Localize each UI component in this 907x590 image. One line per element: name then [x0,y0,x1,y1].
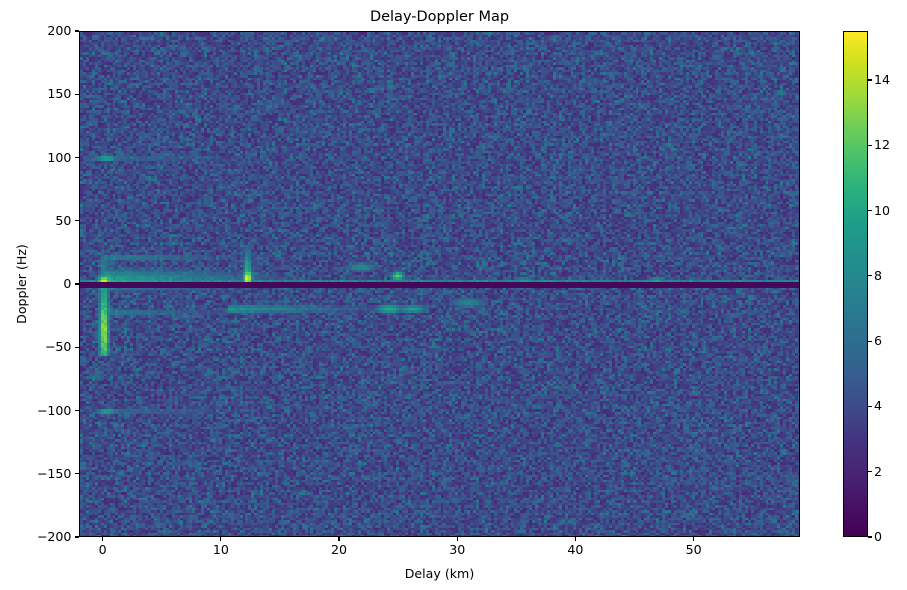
x-axis-label: Delay (km) [404,566,475,581]
colorbar-tick-mark [868,209,872,212]
y-tick-mark [75,156,79,159]
colorbar-tick-mark [868,79,872,81]
x-tick-mark [693,537,695,541]
x-tick-mark [220,537,222,541]
y-tick-mark [75,93,79,95]
colorbar-tick-mark [868,471,872,473]
colorbar-tick-label: 6 [874,333,883,349]
colorbar-tick-label: 2 [874,463,883,479]
x-tick-mark [456,537,458,541]
colorbar-tick-label: 12 [874,137,891,153]
colorbar-tick-mark [868,144,872,146]
x-tick-mark [574,537,576,541]
colorbar-tick-label: 10 [874,202,891,218]
y-tick-mark [75,283,79,285]
y-tick-mark [75,220,79,222]
x-tick-mark [338,537,340,541]
y-tick-mark [75,346,79,348]
colorbar-tick-label: 0 [874,529,883,544]
delay-doppler-heatmap-axes[interactable] [79,31,800,537]
colorbar-tick-mark [868,405,872,407]
y-tick-label: 50 [55,212,72,228]
colorbar-tick-mark [868,275,872,277]
colorbar-tick-mark [868,340,872,342]
page-title: Delay-Doppler Map [369,9,510,25]
x-tick-mark [102,537,104,541]
y-tick-label: −100 [36,402,72,418]
x-tick-label: 40 [567,542,584,557]
y-tick-label: 150 [47,86,72,102]
y-tick-mark [75,536,79,538]
y-tick-label: −200 [36,529,72,544]
colorbar-gradient [844,32,867,536]
x-tick-label: 10 [212,542,229,557]
y-tick-mark [75,30,79,32]
y-axis-label: Doppler (Hz) [14,244,29,324]
colorbar-tick-label: 4 [874,398,883,414]
colorbar-tick-label: 8 [874,267,883,283]
x-tick-label: 50 [685,542,702,557]
y-tick-label: 100 [47,149,72,165]
y-tick-label: −150 [36,465,72,481]
y-tick-mark [75,409,79,412]
y-tick-mark [75,473,79,475]
x-tick-label: 0 [98,542,107,557]
colorbar[interactable] [843,31,868,537]
y-tick-label: 0 [63,276,72,291]
x-tick-label: 30 [449,542,466,557]
y-tick-label: −50 [44,339,72,355]
colorbar-tick-label: 14 [874,71,891,87]
y-tick-label: 200 [47,23,72,38]
colorbar-tick-mark [868,536,872,538]
heatmap-image [80,32,799,536]
x-tick-label: 20 [331,542,348,557]
